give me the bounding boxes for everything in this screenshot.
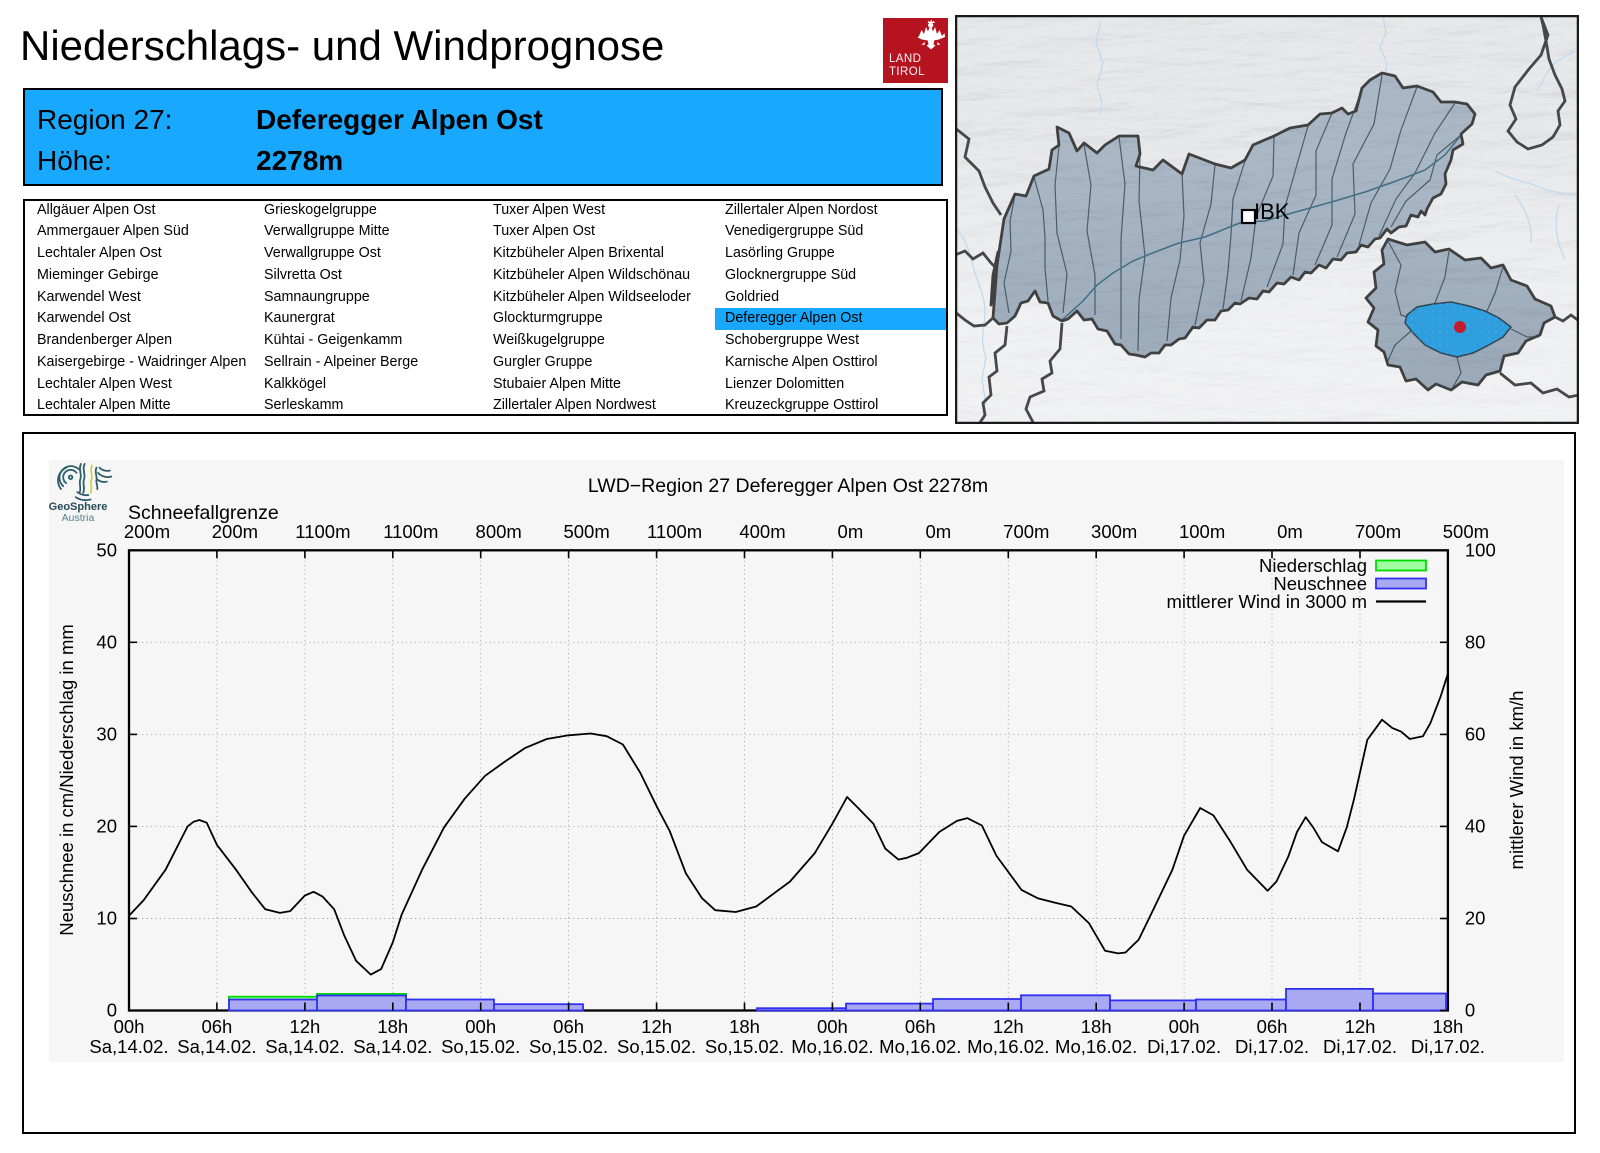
svg-text:mittlerer Wind in 3000 m: mittlerer Wind in 3000 m (1167, 591, 1367, 612)
svg-text:20: 20 (1465, 908, 1486, 929)
svg-text:Mo,16.02.: Mo,16.02. (967, 1036, 1049, 1057)
svg-text:18h: 18h (377, 1016, 408, 1037)
svg-text:Sa,14.02.: Sa,14.02. (89, 1036, 168, 1057)
svg-text:So,15.02.: So,15.02. (705, 1036, 784, 1057)
svg-text:0m: 0m (838, 521, 864, 542)
svg-text:Sa,14.02.: Sa,14.02. (353, 1036, 432, 1057)
svg-text:Mo,16.02.: Mo,16.02. (879, 1036, 961, 1057)
svg-text:So,15.02.: So,15.02. (441, 1036, 520, 1057)
svg-text:100m: 100m (1179, 521, 1225, 542)
svg-text:Di,17.02.: Di,17.02. (1411, 1036, 1485, 1057)
svg-text:30: 30 (96, 723, 117, 744)
svg-text:Di,17.02.: Di,17.02. (1235, 1036, 1309, 1057)
svg-text:Di,17.02.: Di,17.02. (1323, 1036, 1397, 1057)
svg-text:Sa,14.02.: Sa,14.02. (177, 1036, 256, 1057)
svg-text:mittlerer Wind in km/h: mittlerer Wind in km/h (1506, 691, 1527, 870)
svg-text:IBK: IBK (1254, 199, 1290, 224)
svg-text:Niederschlag: Niederschlag (1259, 555, 1367, 576)
svg-text:06h: 06h (905, 1016, 936, 1037)
svg-text:700m: 700m (1355, 521, 1401, 542)
svg-text:12h: 12h (993, 1016, 1024, 1037)
svg-text:200m: 200m (124, 521, 170, 542)
svg-text:0: 0 (1465, 1000, 1475, 1021)
svg-text:1100m: 1100m (647, 521, 702, 542)
svg-text:500m: 500m (1443, 521, 1489, 542)
svg-text:LWD−Region 27 Deferegger Alpen: LWD−Region 27 Deferegger Alpen Ost 2278m (588, 475, 988, 497)
svg-text:00h: 00h (465, 1016, 496, 1037)
svg-text:18h: 18h (1432, 1016, 1463, 1037)
svg-text:20: 20 (96, 815, 117, 836)
svg-text:00h: 00h (1169, 1016, 1200, 1037)
svg-text:Mo,16.02.: Mo,16.02. (791, 1036, 873, 1057)
svg-text:100: 100 (1465, 539, 1496, 560)
svg-text:GeoSphere: GeoSphere (49, 501, 108, 513)
svg-text:0m: 0m (1277, 521, 1303, 542)
svg-text:Neuschnee: Neuschnee (1273, 573, 1367, 594)
svg-text:Schneefallgrenze: Schneefallgrenze (128, 502, 279, 524)
svg-text:50: 50 (96, 539, 117, 560)
svg-text:400m: 400m (739, 521, 785, 542)
svg-text:12h: 12h (641, 1016, 672, 1037)
svg-text:Mo,16.02.: Mo,16.02. (1055, 1036, 1137, 1057)
svg-text:So,15.02.: So,15.02. (529, 1036, 608, 1057)
svg-text:18h: 18h (1081, 1016, 1112, 1037)
svg-text:Sa,14.02.: Sa,14.02. (265, 1036, 344, 1057)
svg-text:60: 60 (1465, 723, 1486, 744)
svg-text:06h: 06h (1257, 1016, 1288, 1037)
svg-text:0: 0 (107, 1000, 117, 1021)
svg-text:500m: 500m (563, 521, 609, 542)
svg-text:700m: 700m (1003, 521, 1049, 542)
svg-text:12h: 12h (289, 1016, 320, 1037)
svg-text:00h: 00h (817, 1016, 848, 1037)
svg-text:800m: 800m (476, 521, 522, 542)
svg-text:Di,17.02.: Di,17.02. (1147, 1036, 1221, 1057)
svg-text:12h: 12h (1345, 1016, 1376, 1037)
svg-text:00h: 00h (114, 1016, 145, 1037)
svg-text:200m: 200m (212, 521, 258, 542)
svg-text:1100m: 1100m (295, 521, 350, 542)
svg-text:18h: 18h (729, 1016, 760, 1037)
svg-text:300m: 300m (1091, 521, 1137, 542)
svg-text:So,15.02.: So,15.02. (617, 1036, 696, 1057)
svg-text:80: 80 (1465, 631, 1486, 652)
svg-text:40: 40 (96, 631, 117, 652)
svg-text:1100m: 1100m (383, 521, 438, 542)
svg-text:0m: 0m (925, 521, 951, 542)
svg-text:06h: 06h (201, 1016, 232, 1037)
svg-text:Austria: Austria (62, 512, 95, 524)
svg-text:40: 40 (1465, 815, 1486, 836)
svg-text:Neuschnee in cm/Niederschlag i: Neuschnee in cm/Niederschlag in mm (56, 624, 77, 936)
svg-text:06h: 06h (553, 1016, 584, 1037)
svg-text:10: 10 (96, 908, 117, 929)
